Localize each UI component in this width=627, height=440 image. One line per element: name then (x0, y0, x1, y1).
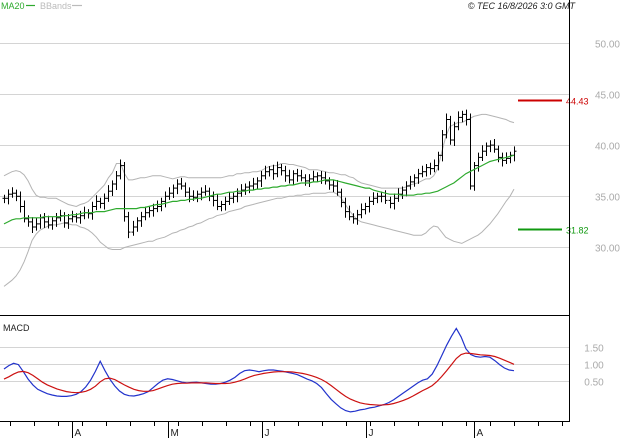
level-label: 44.43 (566, 97, 589, 107)
macd-series-line (3, 352, 515, 406)
macd-tick-label: 1.50 (584, 344, 604, 355)
price-tick-label: 30.00 (595, 244, 620, 255)
month-label: A (75, 428, 82, 439)
lower-band-line (3, 188, 515, 287)
price-grid (0, 43, 569, 248)
ma20-line (3, 154, 515, 225)
macd-tick-label: 0.50 (584, 378, 604, 389)
legend-bbands: BBands (40, 1, 72, 11)
copyright-text: © TEC 16/8/2026 3:0 GMT (468, 1, 577, 11)
macd-axis-labels: 1.50 1.00 0.50 (584, 344, 604, 389)
price-tick-label: 35.00 (595, 193, 620, 204)
macd-title: MACD (3, 323, 30, 333)
level-lines: 44.43 31.82 (518, 97, 589, 236)
price-tick-label: 45.00 (595, 91, 620, 102)
upper-band-line (3, 113, 515, 208)
level-label: 31.82 (566, 226, 589, 236)
price-axis-labels: 50.00 45.00 40.00 35.00 30.00 (595, 40, 620, 255)
price-bars (2, 109, 517, 239)
month-label: J (369, 428, 374, 439)
macd-grid (0, 347, 569, 382)
month-label: M (171, 428, 179, 439)
macd-lines (3, 327, 515, 413)
price-tick-label: 50.00 (595, 40, 620, 51)
macd-tick-label: 1.00 (584, 361, 604, 372)
ma20-path (3, 154, 515, 225)
month-label: J (265, 428, 270, 439)
month-label: A (477, 428, 484, 439)
bollinger-bands (3, 113, 515, 287)
price-tick-label: 40.00 (595, 142, 620, 153)
legend-ma20: MA20 (1, 1, 25, 11)
macd-series-line (3, 327, 515, 413)
